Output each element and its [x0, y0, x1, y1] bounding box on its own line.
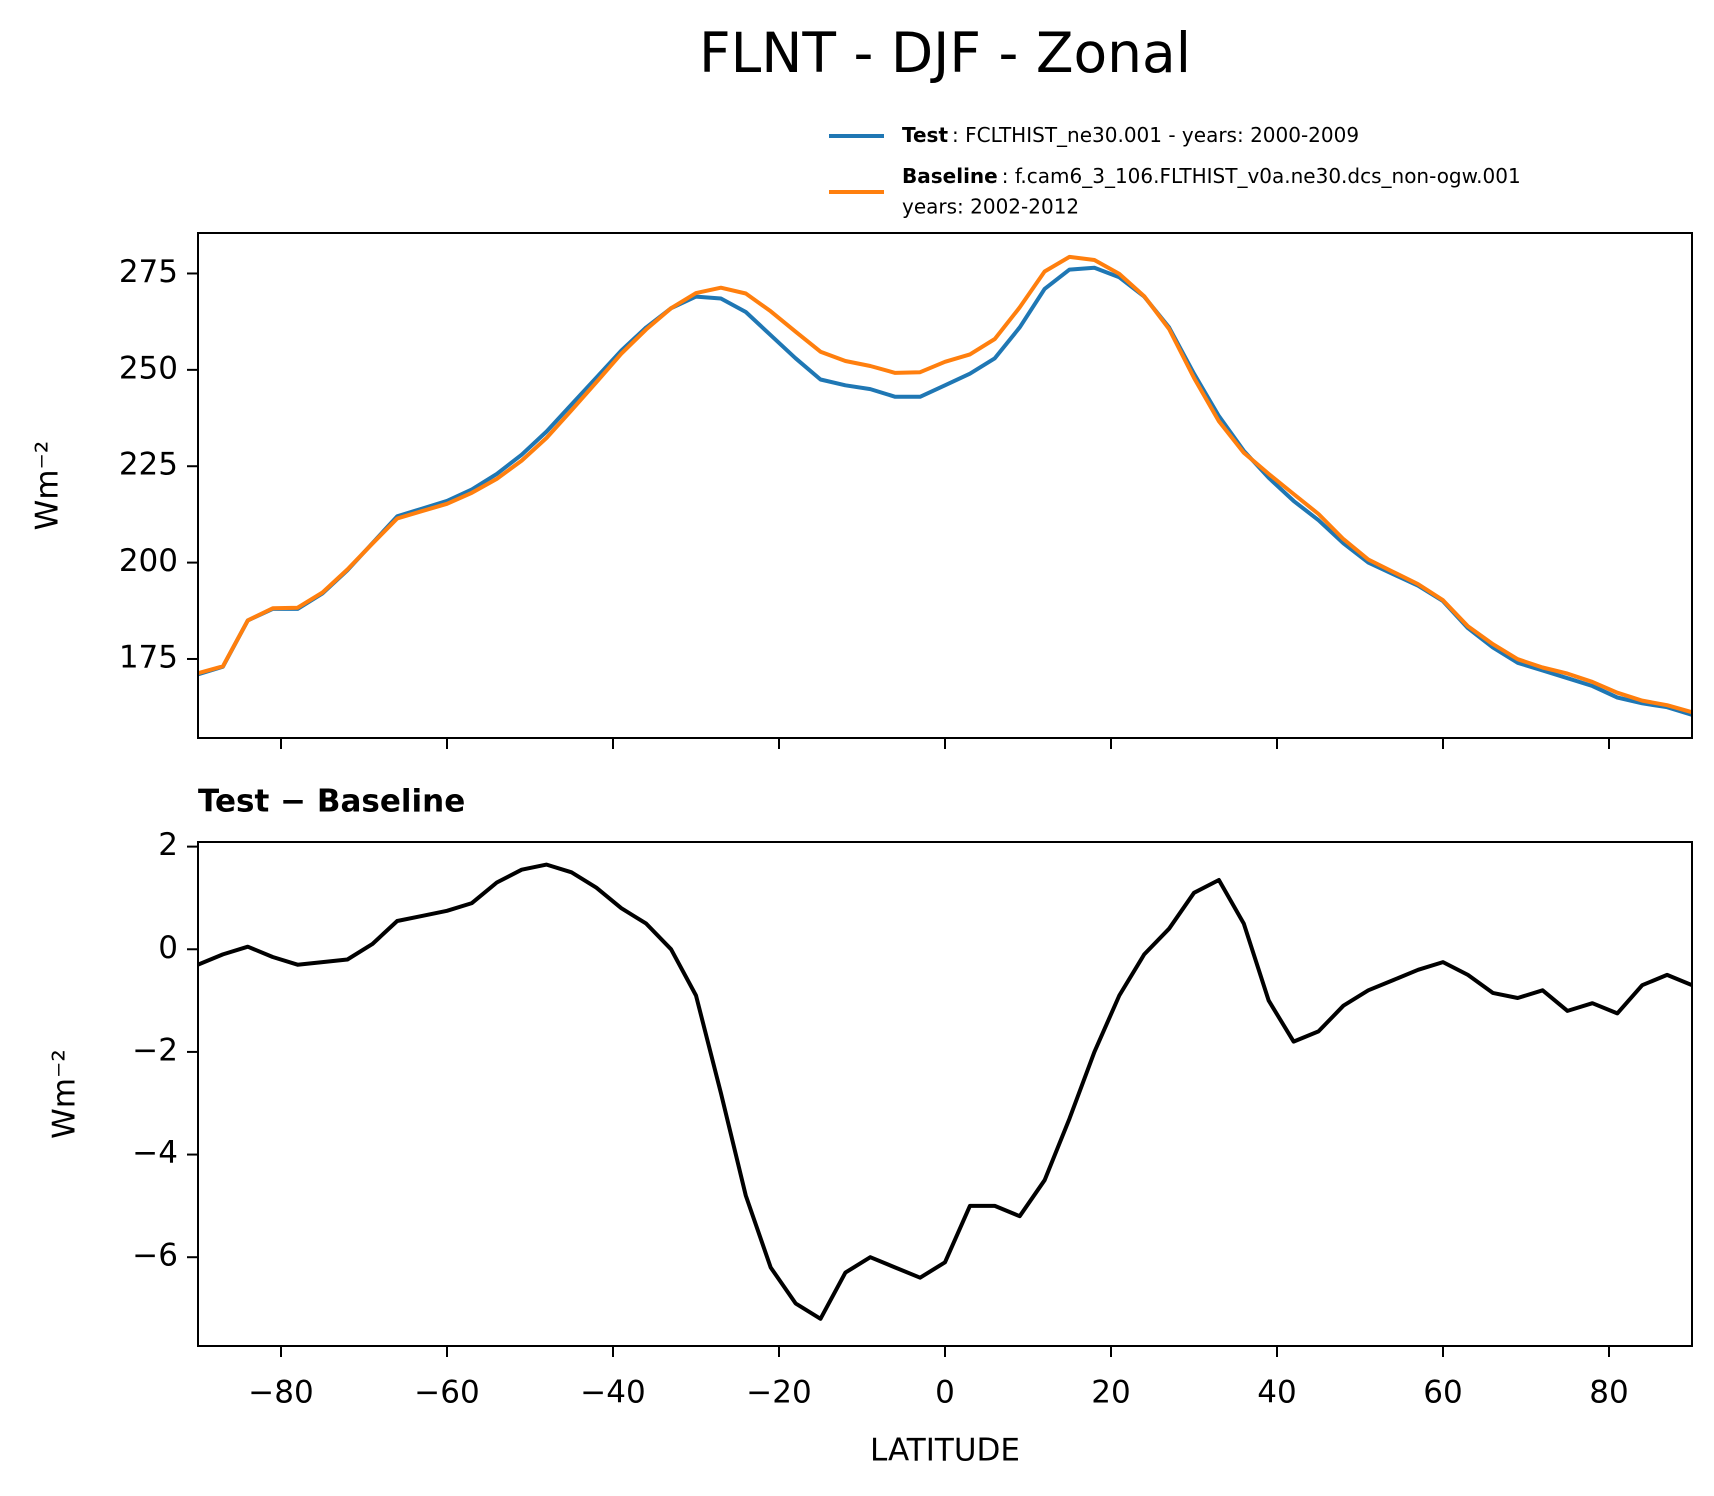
- y-tick-label: −2: [132, 1032, 178, 1068]
- x-tick-label: −60: [414, 1375, 479, 1411]
- y-tick-label: 0: [158, 930, 178, 966]
- y-tick-label: 175: [119, 639, 178, 675]
- y-axis-label: Wm⁻²: [30, 441, 66, 531]
- y-tick-label: 2: [158, 827, 178, 863]
- y-tick-label: 250: [119, 350, 178, 386]
- y-tick-label: 200: [119, 543, 178, 579]
- plot-frame: [197, 841, 1693, 1347]
- x-tick-label: −20: [746, 1375, 811, 1411]
- x-tick-label: 0: [935, 1375, 955, 1411]
- y-axis-label: Wm⁻²: [47, 1049, 83, 1139]
- series-line: [198, 862, 1692, 1321]
- legend-text: : FCLTHIST_ne30.001 - years: 2000-2009: [952, 123, 1359, 147]
- legend-text: years: 2002-2012: [902, 195, 1079, 219]
- series-line: [198, 254, 1692, 715]
- x-tick-label: −80: [248, 1375, 313, 1411]
- y-tick-label: 275: [119, 254, 178, 290]
- legend-name: Test: [902, 123, 948, 147]
- legend-label: Baseline: f.cam6_3_106.FLTHIST_v0a.ne30.…: [902, 164, 1521, 188]
- figure-title: FLNT - DJF - Zonal: [699, 21, 1191, 85]
- x-tick-label: 60: [1423, 1375, 1462, 1411]
- x-tick-label: 80: [1589, 1375, 1628, 1411]
- legend-text: : f.cam6_3_106.FLTHIST_v0a.ne30.dcs_non-…: [1002, 164, 1521, 188]
- legend-label: Test: FCLTHIST_ne30.001 - years: 2000-20…: [902, 123, 1359, 147]
- x-axis-label: LATITUDE: [870, 1433, 1020, 1469]
- x-tick-label: 20: [1091, 1375, 1130, 1411]
- plot-frame: [197, 232, 1693, 739]
- legend-name: Baseline: [902, 164, 998, 188]
- y-tick-label: −4: [132, 1135, 178, 1171]
- x-tick-label: 40: [1257, 1375, 1296, 1411]
- panel-title: Test − Baseline: [198, 784, 465, 820]
- y-tick-label: 225: [119, 447, 178, 483]
- x-tick-label: −40: [580, 1375, 645, 1411]
- y-tick-label: −6: [132, 1238, 178, 1274]
